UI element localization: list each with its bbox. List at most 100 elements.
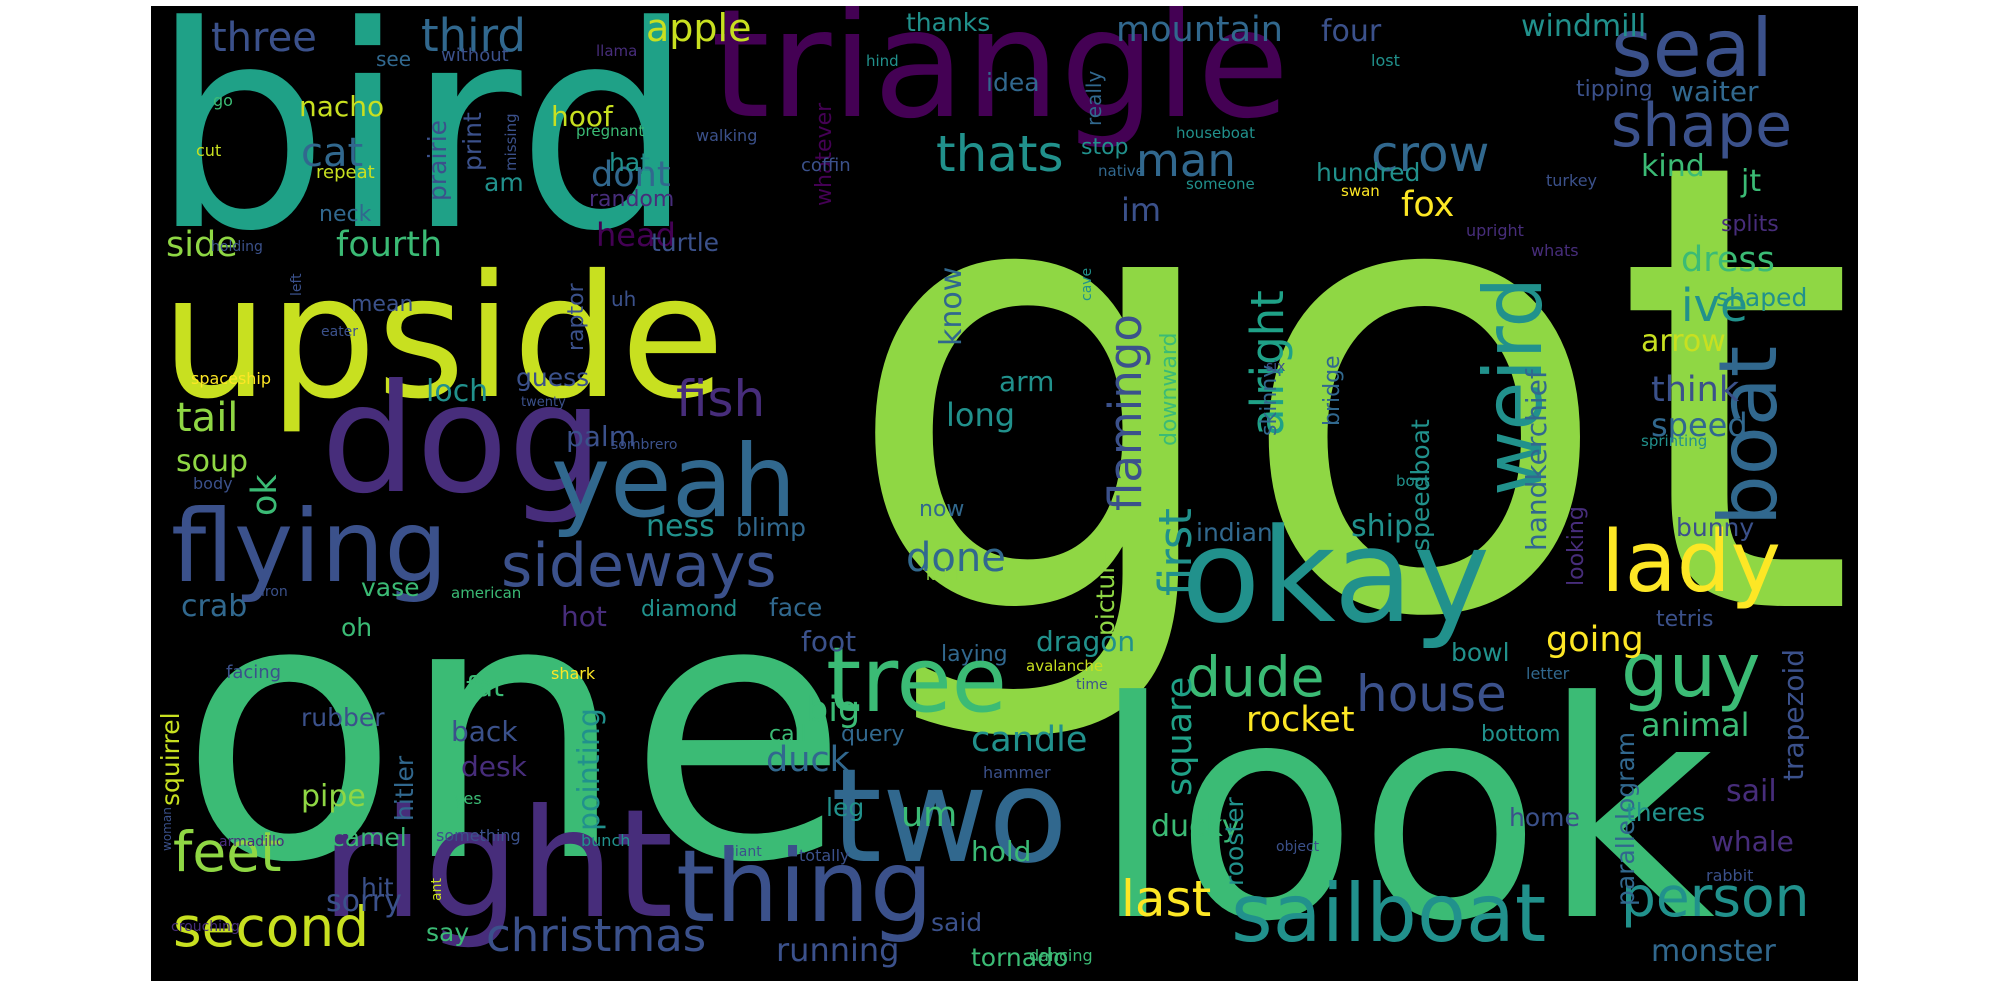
- word-loch: loch: [426, 374, 488, 409]
- word-rooster: rooster: [1220, 796, 1249, 886]
- word-thing: thing: [676, 828, 933, 945]
- word-duck: duck: [766, 740, 851, 780]
- word-person: person: [1621, 865, 1810, 929]
- word-going: going: [1546, 620, 1644, 660]
- word-triangle: triangle: [711, 6, 1289, 152]
- word-dragon: dragon: [1036, 625, 1135, 658]
- word-rocket: rocket: [1246, 700, 1355, 740]
- word-windmill: windmill: [1521, 9, 1646, 44]
- word-object: object: [1276, 839, 1320, 855]
- word-man: man: [1136, 134, 1236, 187]
- word-dress: dress: [1681, 240, 1775, 280]
- word-hold: hold: [971, 835, 1031, 868]
- word-twenty: twenty: [521, 395, 566, 410]
- word-skinny: skinny: [1257, 365, 1282, 436]
- word-am: am: [484, 168, 524, 197]
- word-without: without: [441, 45, 509, 66]
- word-seal: seal: [1611, 6, 1773, 95]
- word-shark: shark: [551, 664, 596, 683]
- word-last: last: [1121, 870, 1211, 928]
- word-pointing: pointing: [572, 708, 607, 831]
- word-armadillo: armadillo: [219, 834, 284, 850]
- word-soup: soup: [176, 444, 248, 479]
- word-boot: boot: [1396, 472, 1430, 490]
- word-time: time: [1076, 677, 1108, 693]
- word-bird: bird: [151, 6, 694, 293]
- word-holding: holding: [211, 239, 263, 255]
- word-american: american: [451, 584, 521, 602]
- word-yes: yes: [454, 789, 482, 808]
- word-thats: thats: [936, 125, 1064, 183]
- word-avalanche: avalanche: [1026, 657, 1103, 675]
- word-flying: flying: [171, 488, 448, 605]
- word-spaceship: spaceship: [191, 369, 271, 388]
- word-picture: picture: [1091, 549, 1120, 636]
- word-hind: hind: [866, 52, 899, 70]
- word-whats: whats: [1531, 241, 1579, 260]
- word-fish: fish: [676, 370, 765, 428]
- word-ness: ness: [646, 509, 715, 544]
- word-tornado: tornado: [971, 943, 1068, 972]
- word-lost: lost: [1371, 51, 1400, 70]
- word-desk: desk: [461, 750, 528, 783]
- word-rubber: rubber: [301, 703, 385, 732]
- word-repeat: repeat: [316, 162, 375, 183]
- word-ive: ive: [1681, 279, 1748, 332]
- word-left: left: [289, 273, 305, 296]
- word-waiter: waiter: [1671, 75, 1759, 108]
- word-third: third: [421, 9, 526, 62]
- word-sideways: sideways: [501, 531, 777, 601]
- word-cave: cave: [1079, 268, 1095, 301]
- word-neck: neck: [319, 202, 372, 227]
- word-call: call: [769, 722, 807, 747]
- word-facing: facing: [226, 662, 281, 683]
- word-iron: iron: [261, 584, 288, 600]
- word-know: know: [934, 267, 969, 346]
- word-hundred: hundred: [1316, 158, 1420, 187]
- word-two: two: [831, 740, 1068, 892]
- word-nacho: nacho: [299, 90, 384, 123]
- word-shape: shape: [1611, 91, 1792, 161]
- word-mountain: mountain: [1116, 10, 1283, 50]
- word-crab: crab: [181, 589, 247, 624]
- word-hoof: hoof: [551, 100, 614, 133]
- word-mean: mean: [351, 292, 413, 317]
- word-bunch: bunch: [581, 831, 630, 850]
- word-body: body: [193, 474, 233, 493]
- word-monster: monster: [1651, 934, 1776, 969]
- word-three: three: [211, 15, 317, 61]
- word-arrow: arrow: [1641, 324, 1726, 359]
- word-dude: dude: [1186, 645, 1325, 709]
- word-fat: fat: [466, 670, 504, 703]
- word-six: six: [1266, 359, 1285, 375]
- word-see: see: [376, 47, 411, 71]
- word-ship: ship: [1351, 509, 1413, 544]
- word-ant: ant: [429, 878, 445, 901]
- word-crouching: crouching: [171, 919, 240, 935]
- word-guy: guy: [1621, 626, 1761, 714]
- word-fourth: fourth: [336, 225, 442, 265]
- word-query: query: [841, 722, 905, 747]
- word-guess: guess: [516, 363, 589, 392]
- word-lady: lady: [1601, 513, 1781, 612]
- word-fox: fox: [1401, 185, 1454, 225]
- word-go: go: [213, 91, 233, 110]
- word-print: print: [458, 112, 487, 171]
- word-native: native: [1098, 162, 1145, 180]
- word-turkey: turkey: [1546, 171, 1597, 190]
- word-sorry: sorry: [326, 884, 402, 919]
- word-hammer: hammer: [983, 763, 1051, 782]
- word-house: house: [1356, 665, 1507, 723]
- word-leg: leg: [826, 793, 864, 822]
- word-pipe: pipe: [301, 779, 366, 814]
- word-oh: oh: [341, 613, 372, 642]
- word-speed: speed: [1651, 406, 1748, 444]
- word-kind: kind: [1641, 149, 1705, 184]
- word-bowl: bowl: [1451, 638, 1510, 667]
- word-bridge: bridge: [1320, 355, 1345, 426]
- word-giant: giant: [726, 844, 762, 860]
- word-really: really: [1082, 71, 1106, 126]
- word-llama: llama: [596, 42, 637, 60]
- word-alright: alright: [1241, 290, 1294, 436]
